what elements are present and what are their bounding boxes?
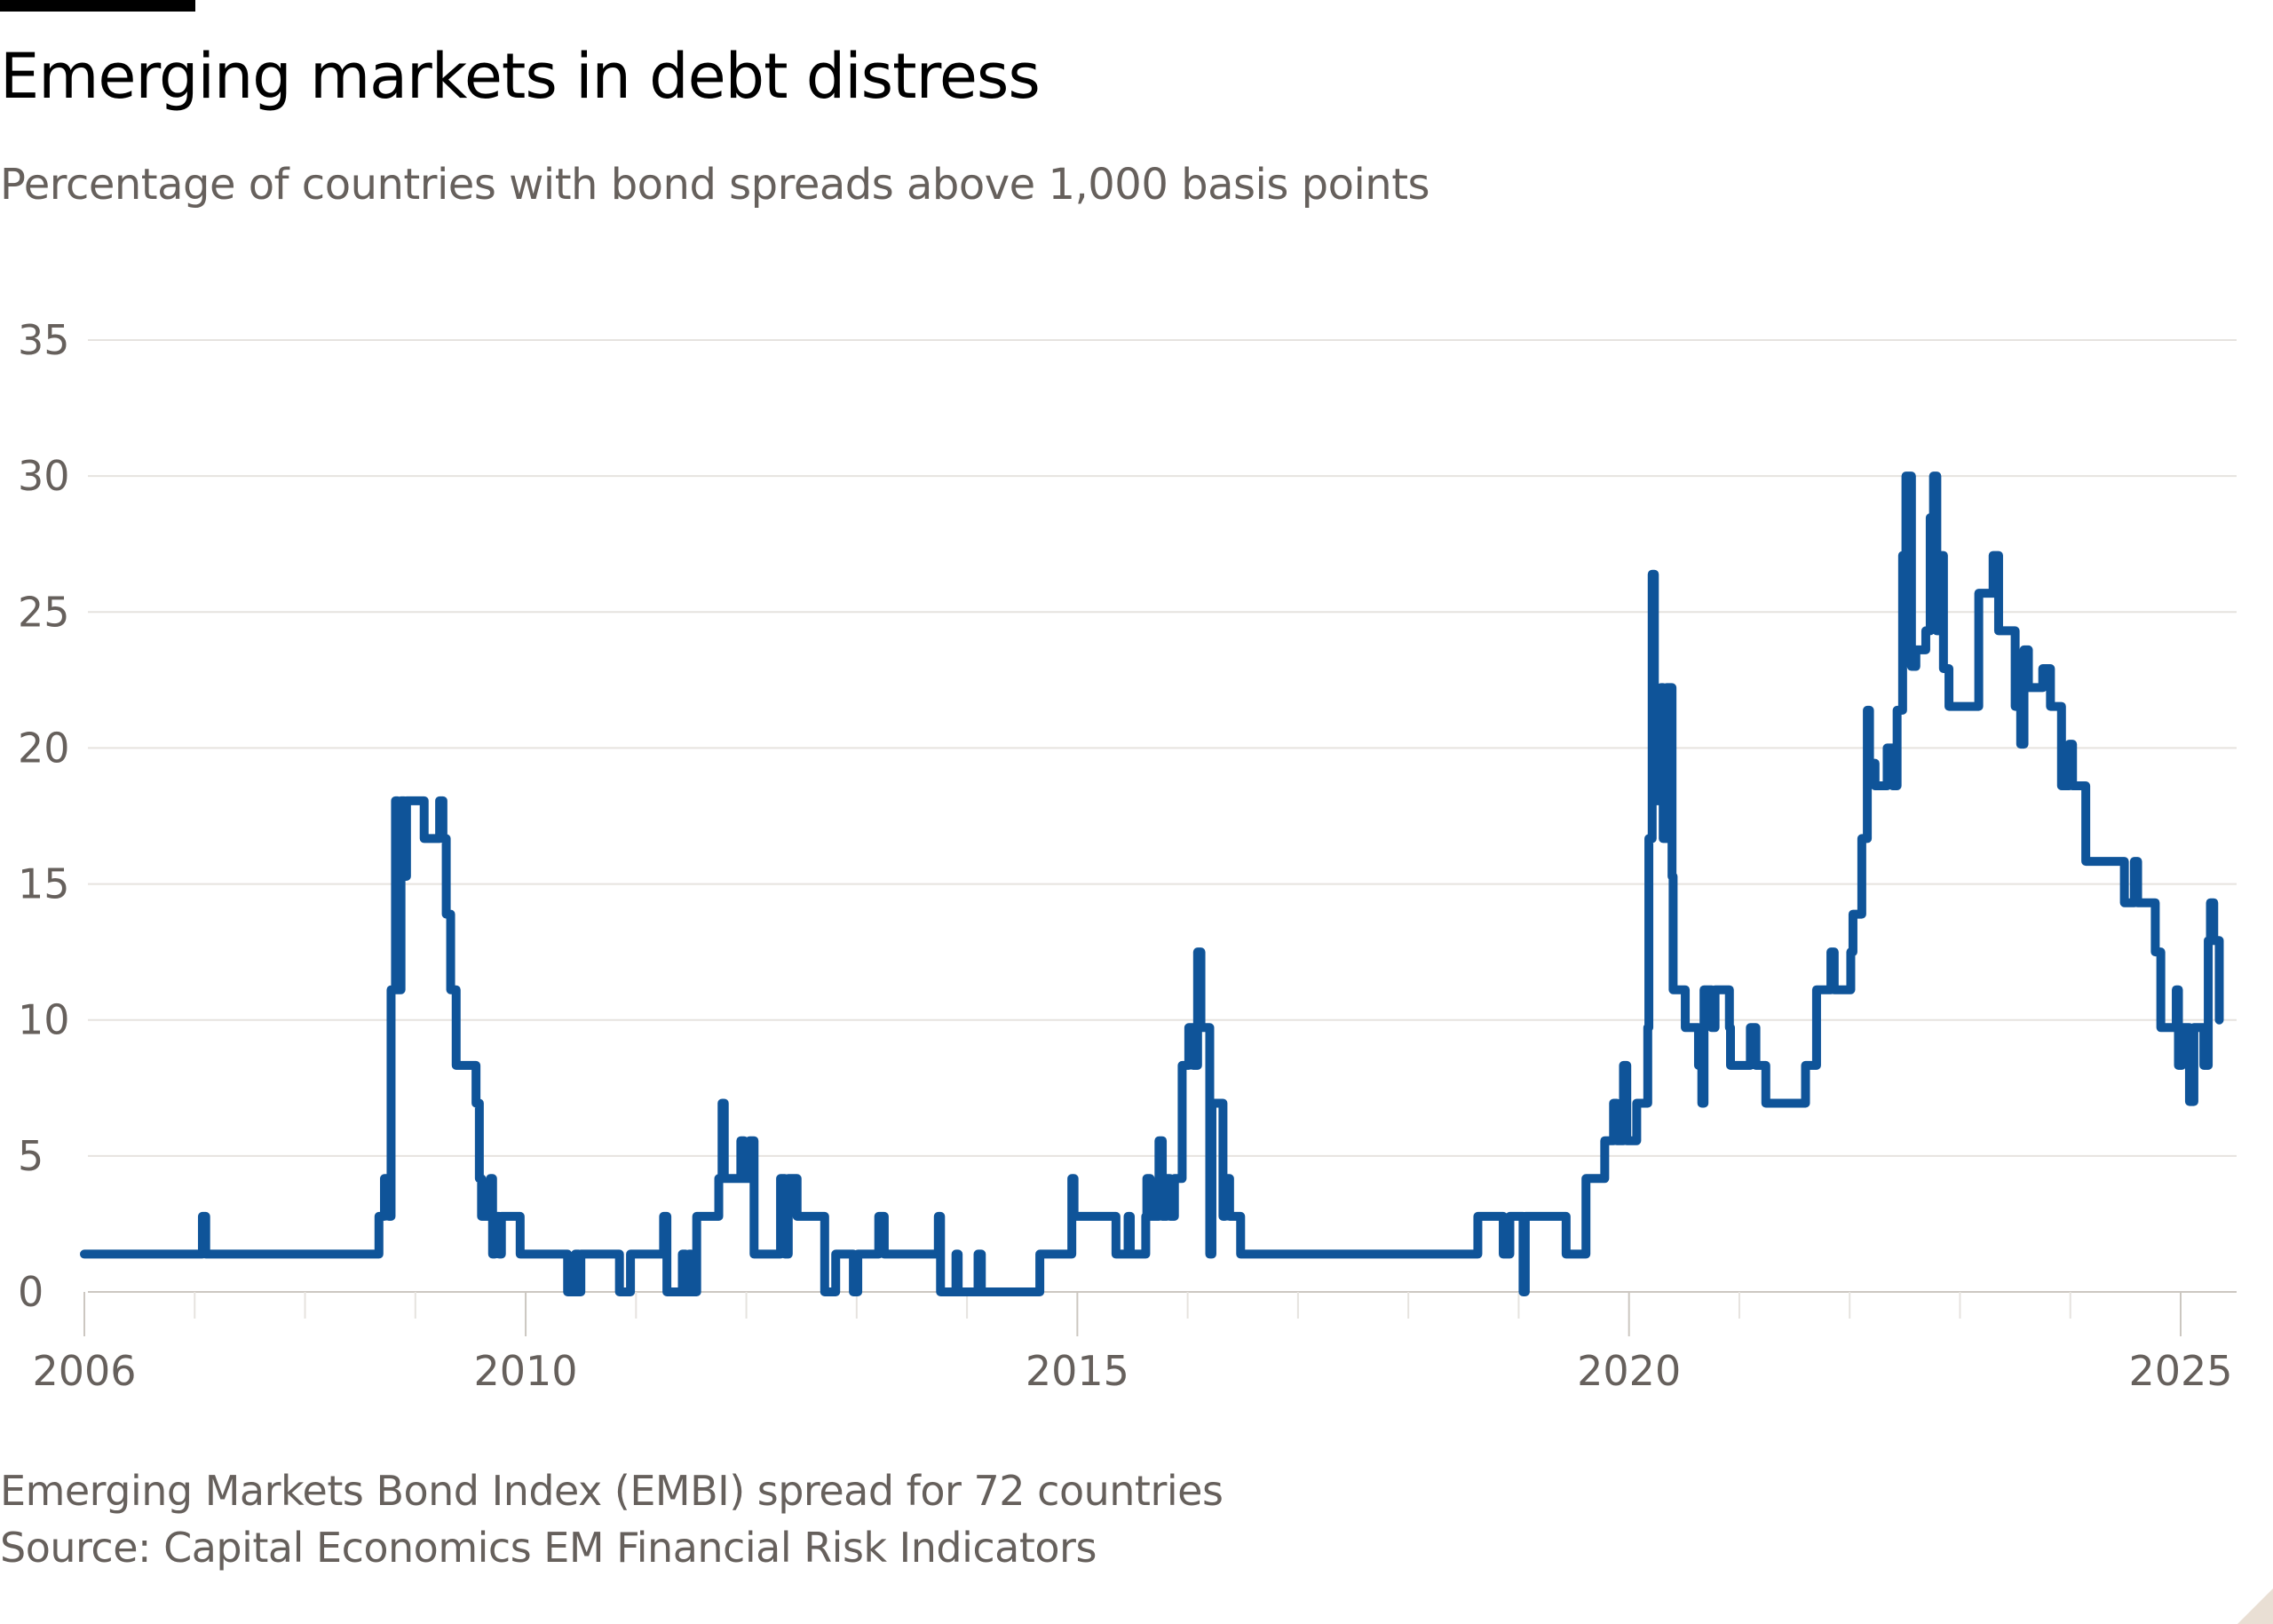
chart-source: Source: Capital Economics EM Financial R… xyxy=(0,1524,1097,1572)
y-tick-label: 25 xyxy=(18,588,70,636)
chart-title: Emerging markets in debt distress xyxy=(0,40,1041,113)
x-tick-label: 2010 xyxy=(474,1347,578,1395)
y-tick-label: 30 xyxy=(18,452,70,500)
y-tick-label: 35 xyxy=(18,316,70,364)
x-tick-label: 2020 xyxy=(1577,1347,1681,1395)
corner-fold xyxy=(2237,1588,2273,1624)
y-tick-label: 0 xyxy=(18,1268,44,1316)
y-tick-label: 20 xyxy=(18,724,70,772)
brand-bar xyxy=(0,0,195,12)
series-line xyxy=(80,471,2224,1296)
x-tick-label: 2006 xyxy=(32,1347,136,1395)
y-tick-label: 5 xyxy=(18,1132,44,1180)
y-tick-label: 15 xyxy=(18,860,70,908)
x-tick-label: 2015 xyxy=(1026,1347,1129,1395)
y-tick-label: 10 xyxy=(18,996,70,1044)
chart-subtitle: Percentage of countries with bond spread… xyxy=(0,160,1430,210)
x-tick-label: 2025 xyxy=(2128,1347,2232,1395)
chart-note: Emerging Markets Bond Index (EMBI) sprea… xyxy=(0,1467,1224,1515)
